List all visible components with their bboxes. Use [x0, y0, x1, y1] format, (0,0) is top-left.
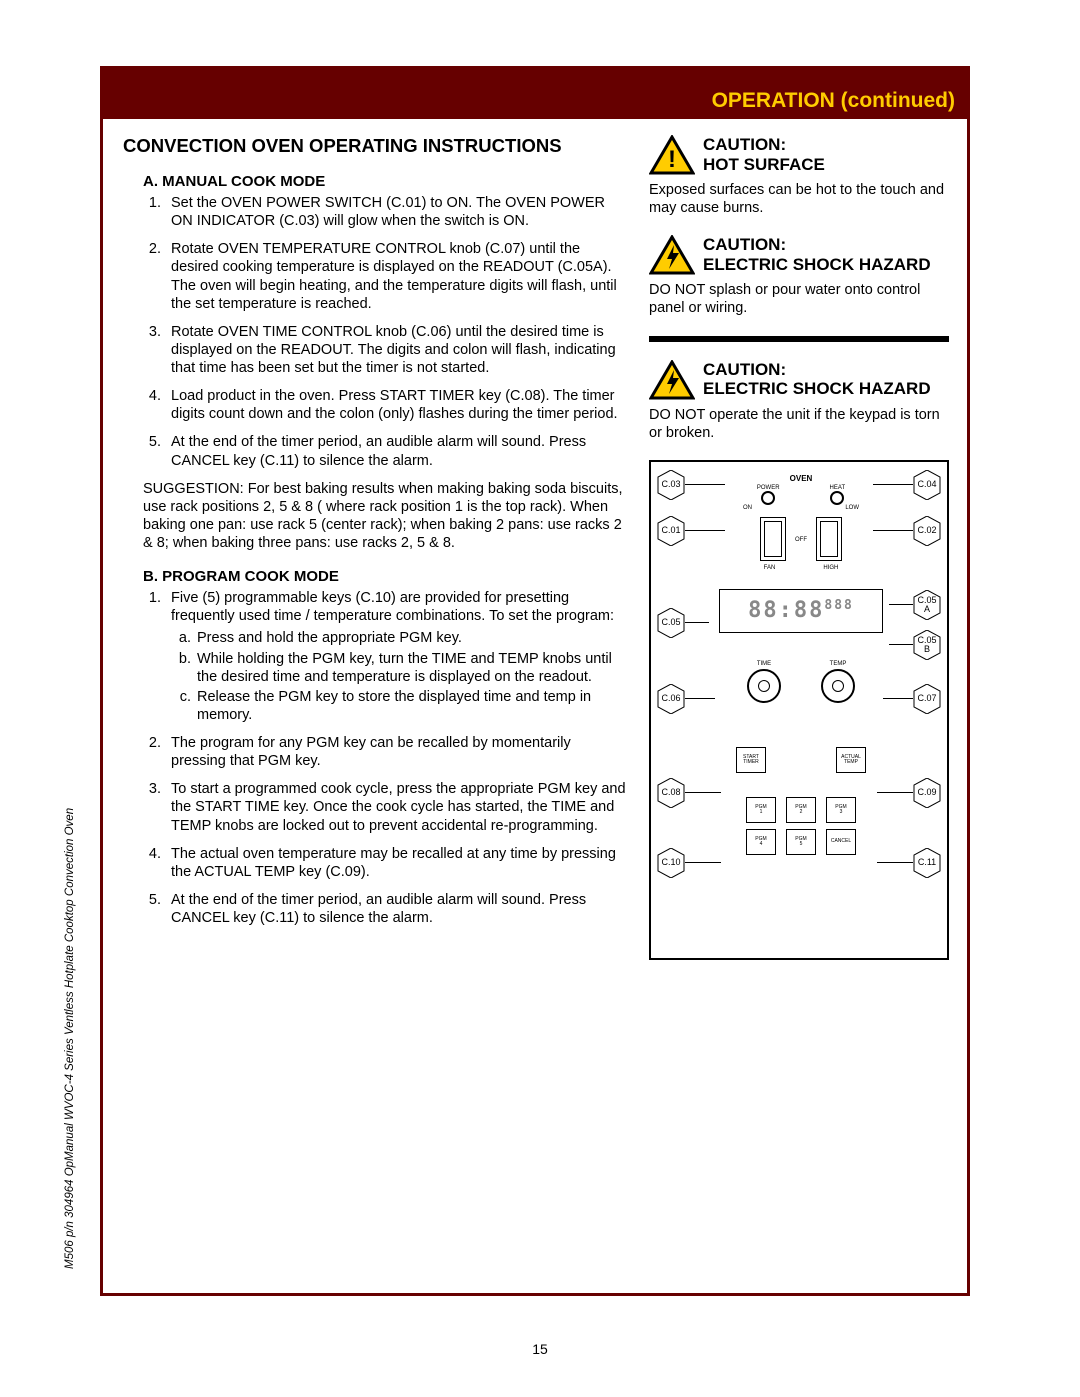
main-heading: CONVECTION OVEN OPERATING INSTRUCTIONS — [123, 135, 629, 157]
high-label: HIGH — [823, 565, 838, 571]
suggestion-text: SUGGESTION: For best baking results when… — [143, 480, 629, 553]
sub-list-item: While holding the PGM key, turn the TIME… — [195, 650, 629, 686]
section-a-heading: A. MANUAL COOK MODE — [143, 173, 629, 190]
list-item: Five (5) programmable keys (C.10) are pr… — [165, 589, 629, 724]
callout-c02: C.02 — [913, 516, 941, 546]
section-b-heading: B. PROGRAM COOK MODE — [143, 568, 629, 585]
callout-c10: C.10 — [657, 848, 685, 878]
sub-list-item: Release the PGM key to store the display… — [195, 688, 629, 724]
callout-c11: C.11 — [913, 848, 941, 878]
list-item: The program for any PGM key can be recal… — [165, 734, 629, 770]
callout-c03: C.03 — [657, 470, 685, 500]
caution-shock-2: CAUTION: ELECTRIC SHOCK HAZARD — [649, 360, 949, 400]
callout-c06: C.06 — [657, 684, 685, 714]
shock-triangle-icon — [649, 235, 695, 275]
list-item: At the end of the timer period, an audib… — [165, 891, 629, 927]
callout-c05b: C.05 B — [913, 630, 941, 660]
page-number: 15 — [532, 1341, 548, 1357]
pgm-key-5: PGM5 — [786, 829, 816, 855]
power-indicator: POWER — [757, 485, 780, 505]
temp-knob: TEMP — [821, 661, 855, 703]
caution-title: CAUTION: ELECTRIC SHOCK HAZARD — [703, 235, 931, 274]
section-a-list: Set the OVEN POWER SWITCH (C.01) to ON. … — [165, 194, 629, 470]
oven-label: OVEN — [701, 474, 901, 483]
list-item: To start a programmed cook cycle, press … — [165, 780, 629, 834]
sub-list: Press and hold the appropriate PGM key. … — [195, 629, 629, 724]
low-label: LOW — [845, 505, 859, 511]
sub-list-item: Press and hold the appropriate PGM key. — [195, 629, 629, 647]
caution-body: DO NOT operate the unit if the keypad is… — [649, 406, 949, 442]
caution-hot-surface: ! CAUTION: HOT SURFACE — [649, 135, 949, 175]
power-switch — [760, 517, 786, 561]
time-knob: TIME — [747, 661, 781, 703]
callout-c01: C.01 — [657, 516, 685, 546]
callout-c07: C.07 — [913, 684, 941, 714]
pgm-key-3: PGM3 — [826, 797, 856, 823]
callout-c09: C.09 — [913, 778, 941, 808]
left-column: CONVECTION OVEN OPERATING INSTRUCTIONS A… — [123, 135, 629, 960]
list-item: The actual oven temperature may be recal… — [165, 845, 629, 881]
page-frame: OPERATION (continued) CONVECTION OVEN OP… — [100, 66, 970, 1296]
shock-triangle-icon — [649, 360, 695, 400]
control-panel-diagram: C.03 C.01 C.05 C.06 C.08 C.10 C.04 C.02 … — [649, 460, 949, 960]
list-item: At the end of the timer period, an audib… — [165, 433, 629, 469]
divider-bar — [649, 336, 949, 342]
header-title: OPERATION (continued) — [712, 89, 955, 113]
callout-c08: C.08 — [657, 778, 685, 808]
panel-inner: OVEN POWER HEAT ON LOW OFF FAN HIGH 88:888… — [701, 472, 901, 952]
off-label: OFF — [701, 537, 901, 543]
right-column: ! CAUTION: HOT SURFACE Exposed surfaces … — [649, 135, 949, 960]
readout: 88:88888 — [719, 589, 883, 633]
list-item: Rotate OVEN TIME CONTROL knob (C.06) unt… — [165, 323, 629, 377]
callout-c04: C.04 — [913, 470, 941, 500]
on-label: ON — [743, 505, 752, 511]
caution-body: DO NOT splash or pour water onto control… — [649, 281, 949, 317]
pgm-key-2: PGM2 — [786, 797, 816, 823]
svg-text:!: ! — [668, 146, 676, 173]
caution-title: CAUTION: ELECTRIC SHOCK HAZARD — [703, 360, 931, 399]
start-timer-key: START TIMER — [736, 747, 766, 773]
list-item: Load product in the oven. Press START TI… — [165, 387, 629, 423]
caution-body: Exposed surfaces can be hot to the touch… — [649, 181, 949, 217]
callout-c05a: C.05 A — [913, 590, 941, 620]
caution-shock-1: CAUTION: ELECTRIC SHOCK HAZARD — [649, 235, 949, 275]
cancel-key: CANCEL — [826, 829, 856, 855]
actual-temp-key: ACTUAL TEMP — [836, 747, 866, 773]
list-item-text: Five (5) programmable keys (C.10) are pr… — [171, 590, 614, 624]
list-item: Rotate OVEN TEMPERATURE CONTROL knob (C.… — [165, 240, 629, 313]
heat-indicator: HEAT — [830, 485, 846, 505]
fan-switch — [816, 517, 842, 561]
fan-label: FAN — [764, 565, 776, 571]
side-part-number: M506 p/n 304964 OpManual WVOC-4 Series V… — [64, 808, 76, 1269]
pgm-key-4: PGM4 — [746, 829, 776, 855]
warning-triangle-icon: ! — [649, 135, 695, 175]
callout-c05: C.05 — [657, 608, 685, 638]
section-b-list: Five (5) programmable keys (C.10) are pr… — [165, 589, 629, 927]
list-item: Set the OVEN POWER SWITCH (C.01) to ON. … — [165, 194, 629, 230]
header-bar: OPERATION (continued) — [103, 69, 967, 119]
content-area: CONVECTION OVEN OPERATING INSTRUCTIONS A… — [103, 119, 967, 970]
caution-title: CAUTION: HOT SURFACE — [703, 135, 825, 174]
pgm-key-1: PGM1 — [746, 797, 776, 823]
